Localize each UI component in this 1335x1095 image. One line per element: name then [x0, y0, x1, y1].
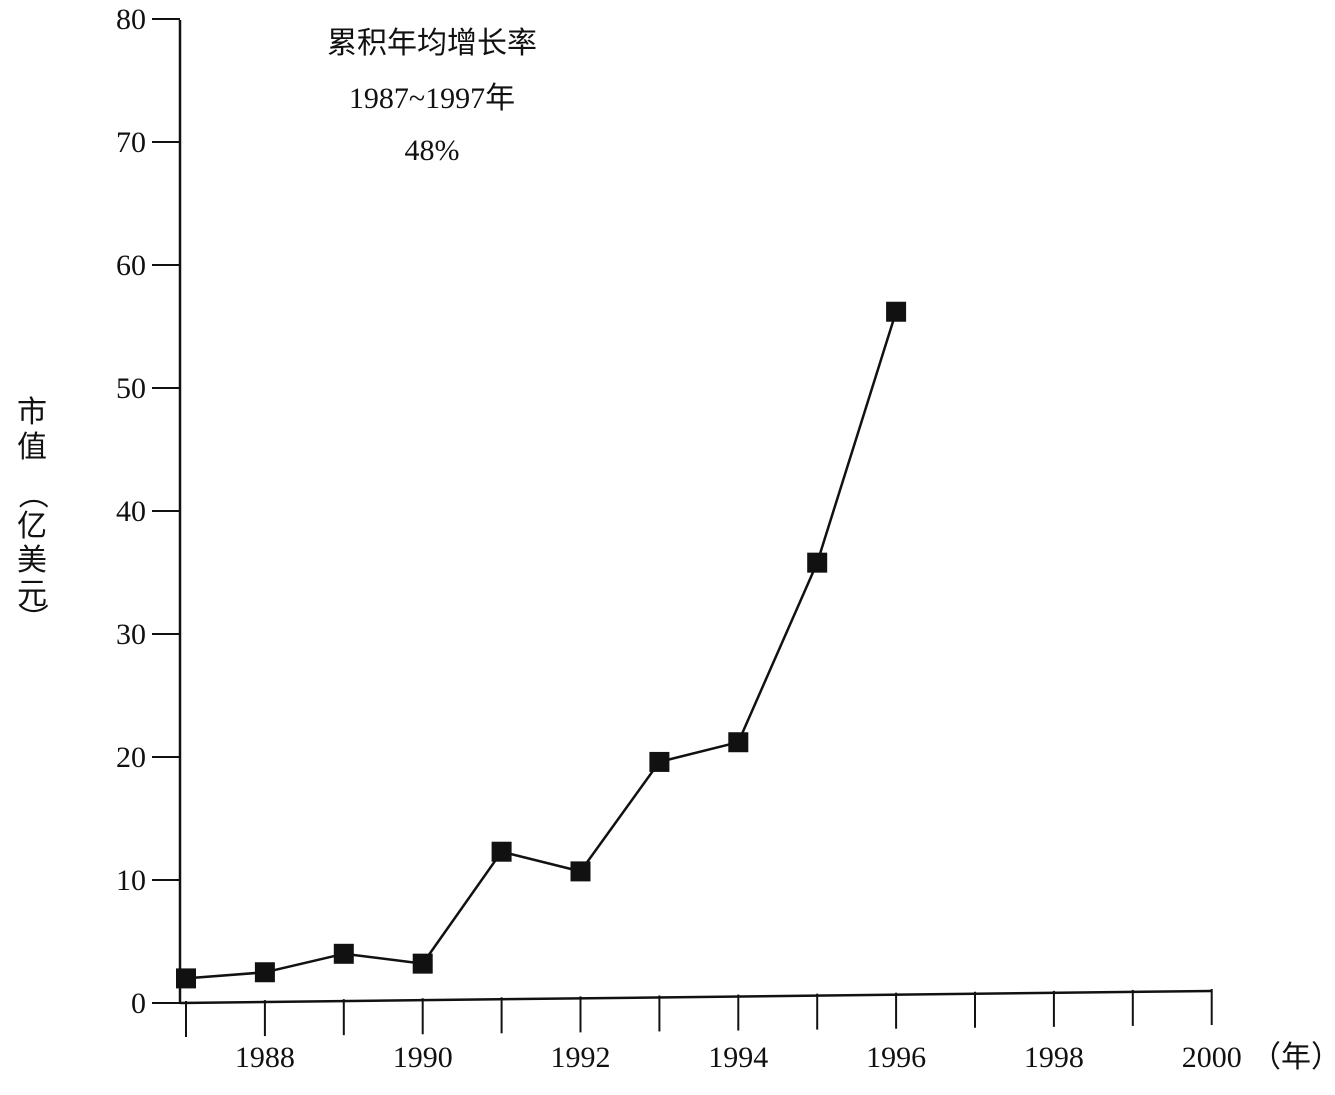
data-point-marker	[254, 962, 275, 983]
data-point-marker	[649, 751, 670, 772]
y-tick-label: 30	[116, 618, 146, 651]
data-point-marker	[176, 968, 196, 989]
y-axis-ticks: 0 10 20 30 40 50 60 70 80	[116, 3, 180, 1020]
y-tick-label: 20	[116, 741, 146, 774]
series-layer	[176, 301, 907, 989]
data-point-marker	[412, 953, 433, 974]
data-point-marker	[728, 732, 749, 753]
growth-annotation: 累积年均增长率 1987~1997年 48%	[327, 27, 537, 167]
y-tick-label: 70	[116, 126, 146, 159]
x-tick-label: 1988	[235, 1041, 295, 1074]
annotation-line-3: 48%	[405, 134, 460, 167]
y-tick-label: 80	[116, 3, 146, 36]
x-tick-label: 1996	[866, 1041, 926, 1074]
y-axis-label-char: 值	[17, 431, 47, 464]
y-axis-label-char: 元	[17, 578, 47, 611]
x-tick-label: 1990	[393, 1041, 453, 1074]
y-axis-label-char: 亿	[17, 510, 47, 543]
x-tick-label: 1994	[708, 1041, 768, 1074]
annotation-line-1: 累积年均增长率	[327, 27, 537, 60]
y-axis-label-char: （	[15, 479, 48, 509]
data-point-marker	[807, 552, 828, 573]
chart-axes	[178, 20, 1212, 1005]
data-point-marker	[333, 943, 354, 964]
y-tick-label: 10	[116, 864, 146, 897]
x-axis-unit-label: （年）	[1251, 1041, 1335, 1074]
annotation-line-2: 1987~1997年	[349, 82, 515, 115]
series-line	[185, 311, 898, 980]
y-axis-label-char: 美	[17, 544, 47, 577]
y-tick-label: 40	[116, 495, 146, 528]
x-tick-label: 2000	[1182, 1041, 1242, 1074]
y-tick-label: 50	[116, 372, 146, 405]
data-point-marker	[570, 861, 591, 882]
x-tick-label: 1998	[1024, 1041, 1084, 1074]
y-axis-label-char: 市	[17, 396, 47, 429]
x-axis-ticks: 1988 1990 1992 1994 1996 1998 2000	[185, 989, 1242, 1074]
x-axis-line	[179, 989, 1212, 1005]
y-axis-label-char: ）	[15, 603, 48, 633]
y-tick-label: 0	[131, 987, 146, 1020]
y-tick-label: 60	[116, 249, 146, 282]
data-point-marker	[491, 841, 512, 862]
y-axis-label: 市 值 （ 亿 美 元 ）	[15, 396, 48, 633]
data-point-marker	[886, 301, 907, 322]
x-tick-label: 1992	[551, 1041, 611, 1074]
